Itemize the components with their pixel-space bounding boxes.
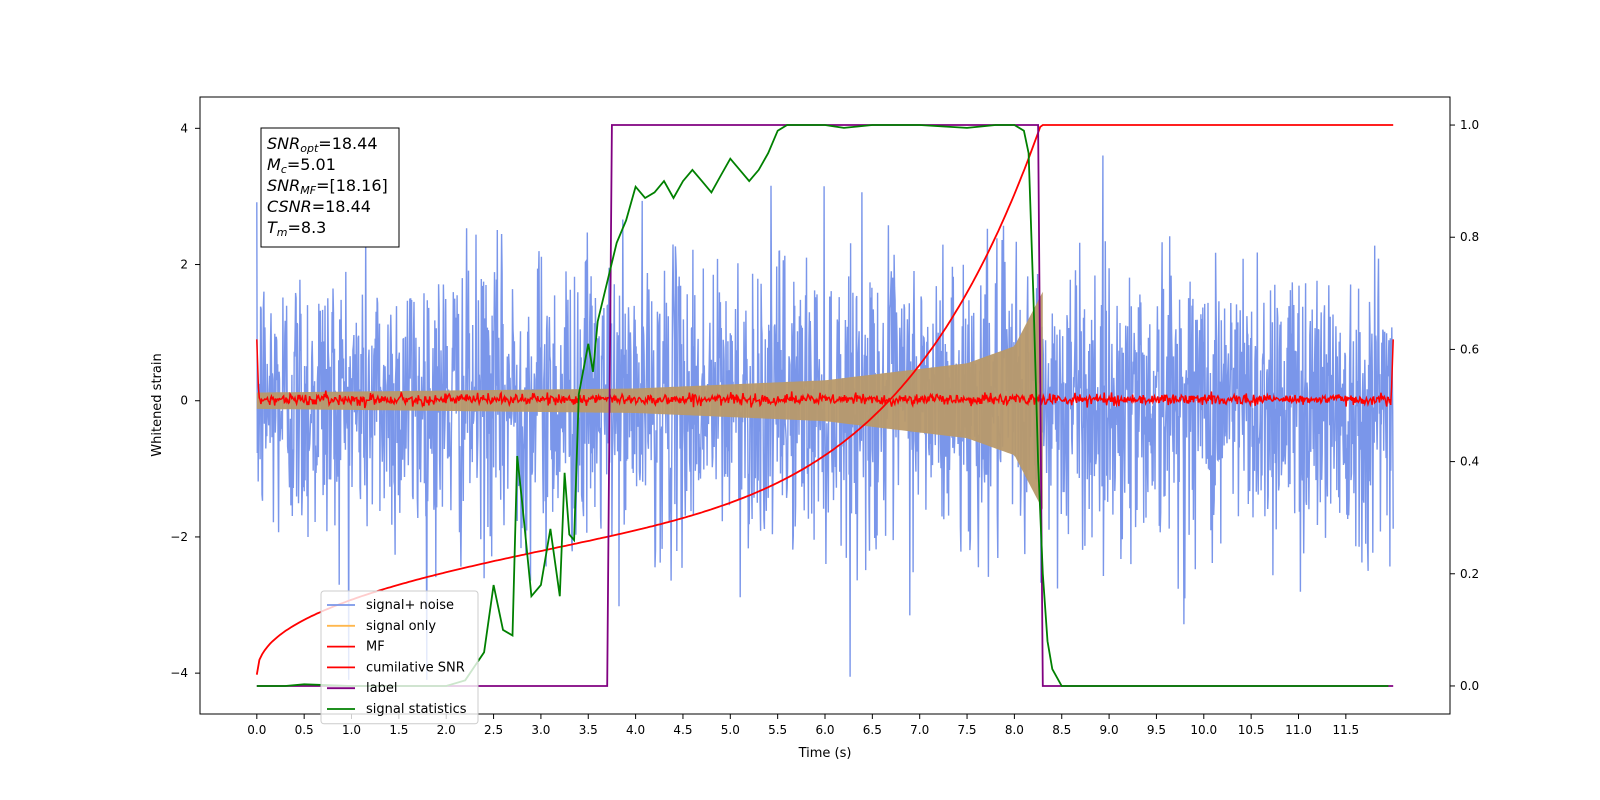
x-tick-label: 9.0 xyxy=(1100,723,1119,737)
x-axis: 0.0 0.5 1.0 1.5 2.0 2.5 3.0 3.5 4.0 4.5 5.0 5.5 6.0 6… xyxy=(247,714,1359,737)
y-axis: −4 −2 0 2 4 xyxy=(170,121,200,680)
legend-label: MF xyxy=(366,640,385,655)
x-tick-label: 10.0 xyxy=(1190,723,1217,737)
x-tick-label: 10.5 xyxy=(1238,723,1265,737)
y2-tick-label: 0.4 xyxy=(1460,455,1479,469)
annotation-box: SNRopt=18.44Mc=5.01SNRMF=[18.16]CSNR=18.… xyxy=(260,127,400,248)
x-tick-label: 6.5 xyxy=(863,723,882,737)
x-tick-label: 2.0 xyxy=(437,723,456,737)
annotation-line: Mc=5.01 xyxy=(267,155,336,176)
x-tick-label: 6.0 xyxy=(815,723,834,737)
y2-tick-label: 0.2 xyxy=(1460,567,1479,581)
y2-tick-label: 1.0 xyxy=(1460,118,1479,132)
y-tick-label: −4 xyxy=(170,666,188,680)
x-tick-label: 0.0 xyxy=(247,723,266,737)
legend-label: cumilative SNR xyxy=(366,660,465,675)
y-axis-label: Whitened strain xyxy=(150,353,165,456)
legend-label: signal+ noise xyxy=(366,598,454,613)
plot-layer xyxy=(255,124,1394,687)
x-tick-label: 7.0 xyxy=(910,723,929,737)
legend-label: label xyxy=(366,681,397,696)
x-tick-label: 1.0 xyxy=(342,723,361,737)
x-tick-label: 7.5 xyxy=(957,723,976,737)
series-cumilative-snr xyxy=(255,124,1394,675)
x-tick-label: 4.5 xyxy=(673,723,692,737)
x-tick-label: 11.5 xyxy=(1332,723,1359,737)
annotation-line: SNRMF=[18.16] xyxy=(267,176,388,197)
x-tick-label: 2.5 xyxy=(484,723,503,737)
series-mf xyxy=(256,339,1394,409)
x-tick-label: 5.5 xyxy=(768,723,787,737)
legend: signal+ noise signal only MF cumilative SNR… xyxy=(320,590,479,725)
x-tick-label: 8.5 xyxy=(1052,723,1071,737)
y2-tick-label: 0.0 xyxy=(1460,679,1479,693)
annotation-line: SNRopt=18.44 xyxy=(267,134,378,155)
y-tick-label: 4 xyxy=(180,121,188,135)
annotation-line: Tm=8.3 xyxy=(267,218,326,239)
x-tick-label: 3.0 xyxy=(531,723,550,737)
y2-axis: 0.0 0.2 0.4 0.6 0.8 1.0 xyxy=(1450,118,1479,693)
x-tick-label: 9.5 xyxy=(1147,723,1166,737)
x-tick-label: 3.5 xyxy=(579,723,598,737)
annotation-frame xyxy=(260,127,400,248)
x-tick-label: 8.0 xyxy=(1005,723,1024,737)
series-signal-statistics xyxy=(256,124,1389,687)
x-tick-label: 1.5 xyxy=(389,723,408,737)
y-tick-label: 0 xyxy=(180,394,188,408)
legend-label: signal statistics xyxy=(366,702,467,717)
x-tick-label: 11.0 xyxy=(1285,723,1312,737)
y-tick-label: 2 xyxy=(180,258,188,272)
y2-tick-label: 0.8 xyxy=(1460,230,1479,244)
series-signal-noise xyxy=(256,155,1394,680)
x-tick-label: 5.0 xyxy=(721,723,740,737)
x-tick-label: 4.0 xyxy=(626,723,645,737)
annotation-line: CSNR=18.44 xyxy=(267,197,371,216)
y2-tick-label: 0.6 xyxy=(1460,342,1479,356)
legend-label: signal only xyxy=(366,619,436,634)
legend-frame xyxy=(320,590,479,725)
x-axis-label: Time (s) xyxy=(798,746,852,761)
y-tick-label: −2 xyxy=(170,530,188,544)
x-tick-label: 0.5 xyxy=(295,723,314,737)
